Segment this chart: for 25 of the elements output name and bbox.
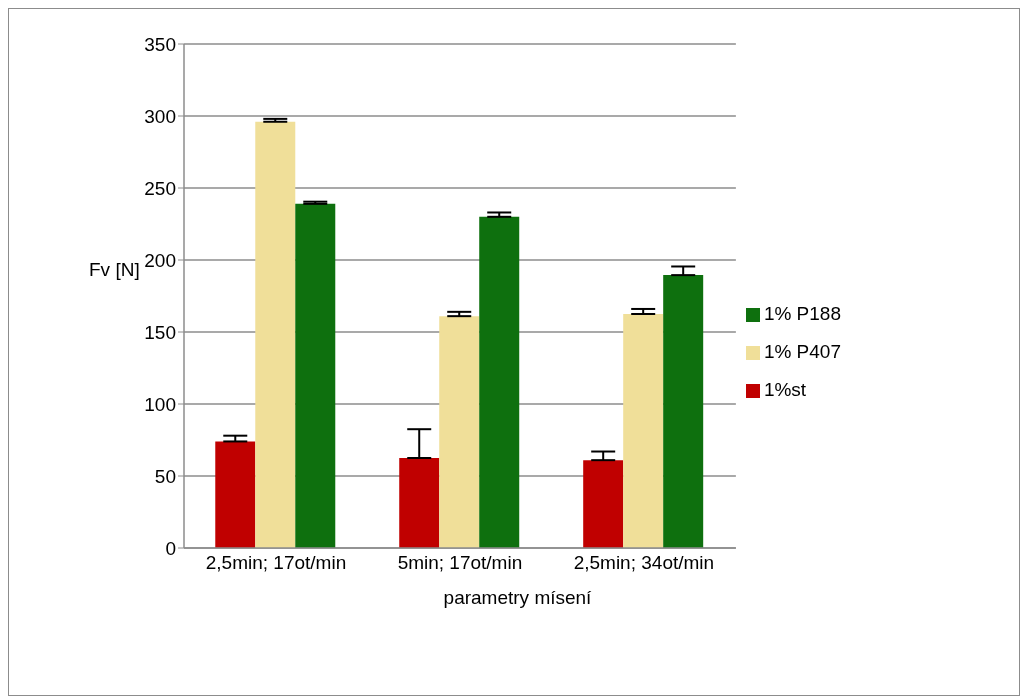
bar: [399, 458, 440, 548]
bar: [663, 275, 704, 548]
bar: [479, 216, 520, 548]
x-tick-label: 2,5min; 17ot/min: [205, 552, 347, 574]
y-tick-label: 50: [154, 465, 176, 487]
x-axis-title: parametry mísení: [442, 587, 593, 609]
bar: [623, 314, 664, 548]
legend-label: 1% P407: [763, 341, 841, 362]
y-tick-label: 300: [144, 105, 176, 127]
y-tick-label: 100: [144, 393, 176, 415]
legend-label: 1% P188: [763, 303, 841, 324]
y-tick-label: 150: [144, 321, 176, 343]
y-tick-label: 350: [144, 33, 176, 55]
bar: [439, 316, 480, 548]
x-tick-label: 5min; 17ot/min: [397, 552, 523, 574]
bar: [583, 460, 624, 548]
y-axis-title: Fv [N]: [89, 259, 140, 281]
legend-label: 1%st: [763, 379, 807, 400]
y-tick-label: 200: [144, 249, 176, 271]
bar: [215, 441, 256, 548]
bar: [295, 203, 336, 548]
bar: [255, 121, 296, 548]
y-tick-label: 250: [144, 177, 176, 199]
x-tick-label: 2,5min; 34ot/min: [573, 552, 715, 574]
y-tick-label: 0: [165, 537, 176, 559]
